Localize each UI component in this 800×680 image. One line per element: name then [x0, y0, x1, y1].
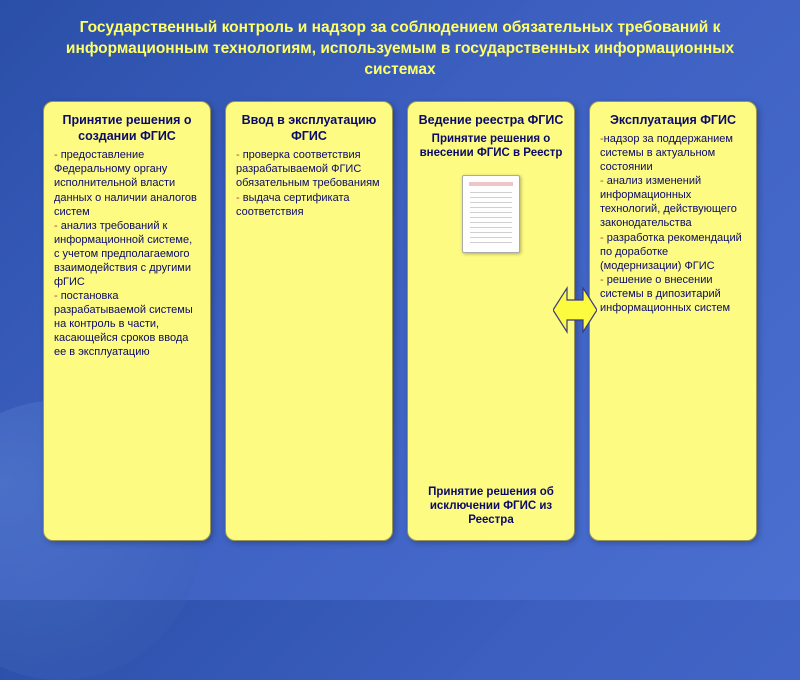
column-3-subheader: Принятие решения о внесении ФГИС в Реест…: [418, 132, 564, 161]
column-2-header: Ввод в эксплуатацию ФГИС: [236, 112, 382, 145]
column-4-body: -надзор за поддержанием системы в актуал…: [600, 132, 746, 315]
column-2-body: - проверка соответствия разрабатываемой …: [236, 148, 382, 218]
column-4: Эксплуатация ФГИС -надзор за поддержание…: [589, 101, 757, 541]
column-3: Ведение реестра ФГИС Принятие решения о …: [407, 101, 575, 541]
document-lines: [470, 192, 512, 244]
column-1-body: - предоставление Федеральному органу исп…: [54, 148, 200, 359]
column-3-bottom: Принятие решения об исключении ФГИС из Р…: [418, 479, 564, 528]
document-icon: [462, 175, 520, 253]
column-2: Ввод в эксплуатацию ФГИС - проверка соот…: [225, 101, 393, 541]
column-3-header: Ведение реестра ФГИС: [418, 112, 564, 128]
column-4-header: Эксплуатация ФГИС: [600, 112, 746, 128]
columns-row: Принятие решения о создании ФГИС - предо…: [0, 91, 800, 541]
column-1: Принятие решения о создании ФГИС - предо…: [43, 101, 211, 541]
page-title: Государственный контроль и надзор за соб…: [0, 0, 800, 91]
column-1-header: Принятие решения о создании ФГИС: [54, 112, 200, 145]
